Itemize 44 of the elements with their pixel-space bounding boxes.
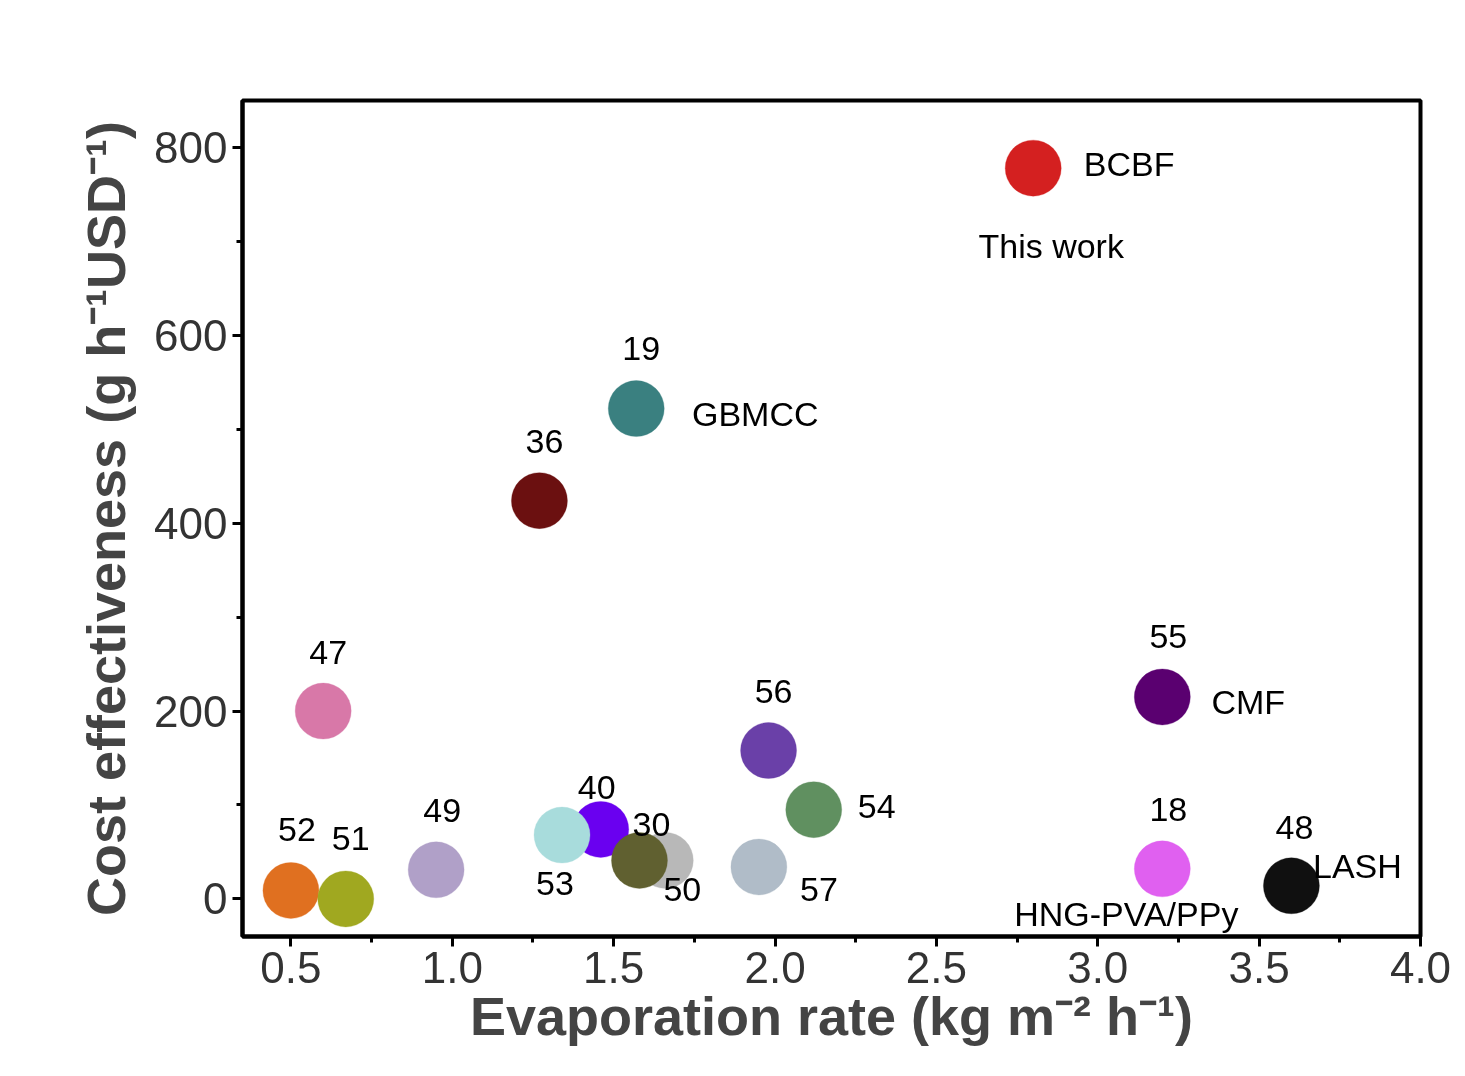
- annotation: 49: [423, 791, 462, 830]
- y-axis-title: Cost effectiveness (g h⁻¹USD⁻¹): [76, 120, 137, 917]
- annotation: 47: [309, 632, 348, 671]
- annotation: This work: [978, 227, 1125, 266]
- point: [510, 472, 568, 530]
- annotation: 51: [331, 819, 370, 858]
- y-tick-label: 400: [154, 498, 228, 548]
- x-tick-label: 0.5: [260, 942, 322, 992]
- annotation: 30: [632, 804, 671, 843]
- point: [294, 682, 352, 740]
- annotation: 52: [278, 809, 316, 848]
- point: [533, 806, 591, 864]
- point: [1133, 840, 1191, 898]
- point: [740, 722, 798, 779]
- annotation: 40: [577, 767, 616, 806]
- point: [1004, 139, 1062, 197]
- annotation: HNG-PVA/PPy: [1014, 894, 1239, 933]
- annotation: 18: [1149, 790, 1188, 829]
- point: [730, 838, 788, 896]
- annotation: LASH: [1312, 846, 1402, 885]
- point: [607, 380, 665, 438]
- x-tick-label: 4.0: [1389, 942, 1452, 992]
- point: [317, 870, 375, 928]
- point: [785, 781, 843, 839]
- point: [262, 862, 320, 919]
- annotation: 57: [799, 870, 838, 909]
- annotation: 48: [1275, 808, 1314, 847]
- annotation: 19: [622, 329, 661, 368]
- y-tick-label: 200: [154, 686, 228, 736]
- y-tick-label: 600: [154, 310, 228, 360]
- annotation: 36: [525, 422, 564, 461]
- point: [1133, 668, 1191, 726]
- annotation: 55: [1149, 617, 1188, 656]
- x-tick-label: 3.5: [1228, 942, 1290, 992]
- annotation: BCBF: [1083, 145, 1175, 184]
- annotation: 54: [857, 787, 896, 826]
- annotation: 53: [536, 863, 574, 902]
- y-tick-label: 800: [154, 122, 228, 172]
- annotation: 50: [663, 869, 702, 908]
- annotation: 56: [754, 672, 793, 711]
- y-tick-label: 0: [203, 874, 228, 924]
- annotation: CMF: [1211, 682, 1286, 721]
- point: [407, 841, 465, 899]
- annotation: GBMCC: [691, 394, 819, 433]
